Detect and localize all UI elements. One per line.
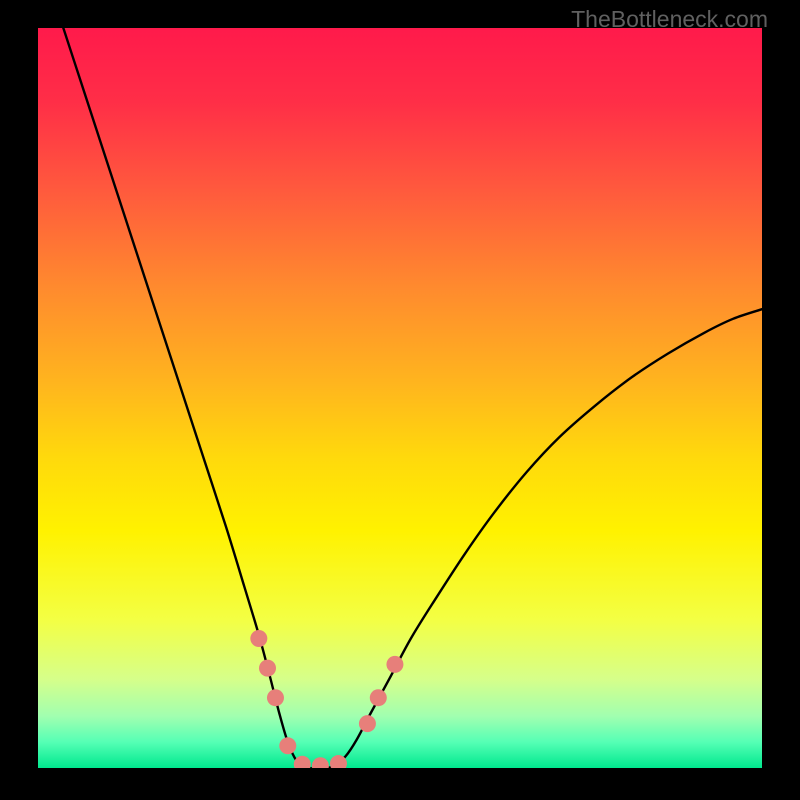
- marker-point: [359, 715, 376, 732]
- marker-point: [259, 660, 276, 677]
- marker-point: [267, 689, 284, 706]
- marker-point: [386, 656, 403, 673]
- watermark-text: TheBottleneck.com: [571, 6, 768, 33]
- marker-point: [279, 737, 296, 754]
- marker-point: [250, 630, 267, 647]
- plot-area: [38, 28, 762, 768]
- marker-point: [370, 689, 387, 706]
- chart-stage: TheBottleneck.com: [0, 0, 800, 800]
